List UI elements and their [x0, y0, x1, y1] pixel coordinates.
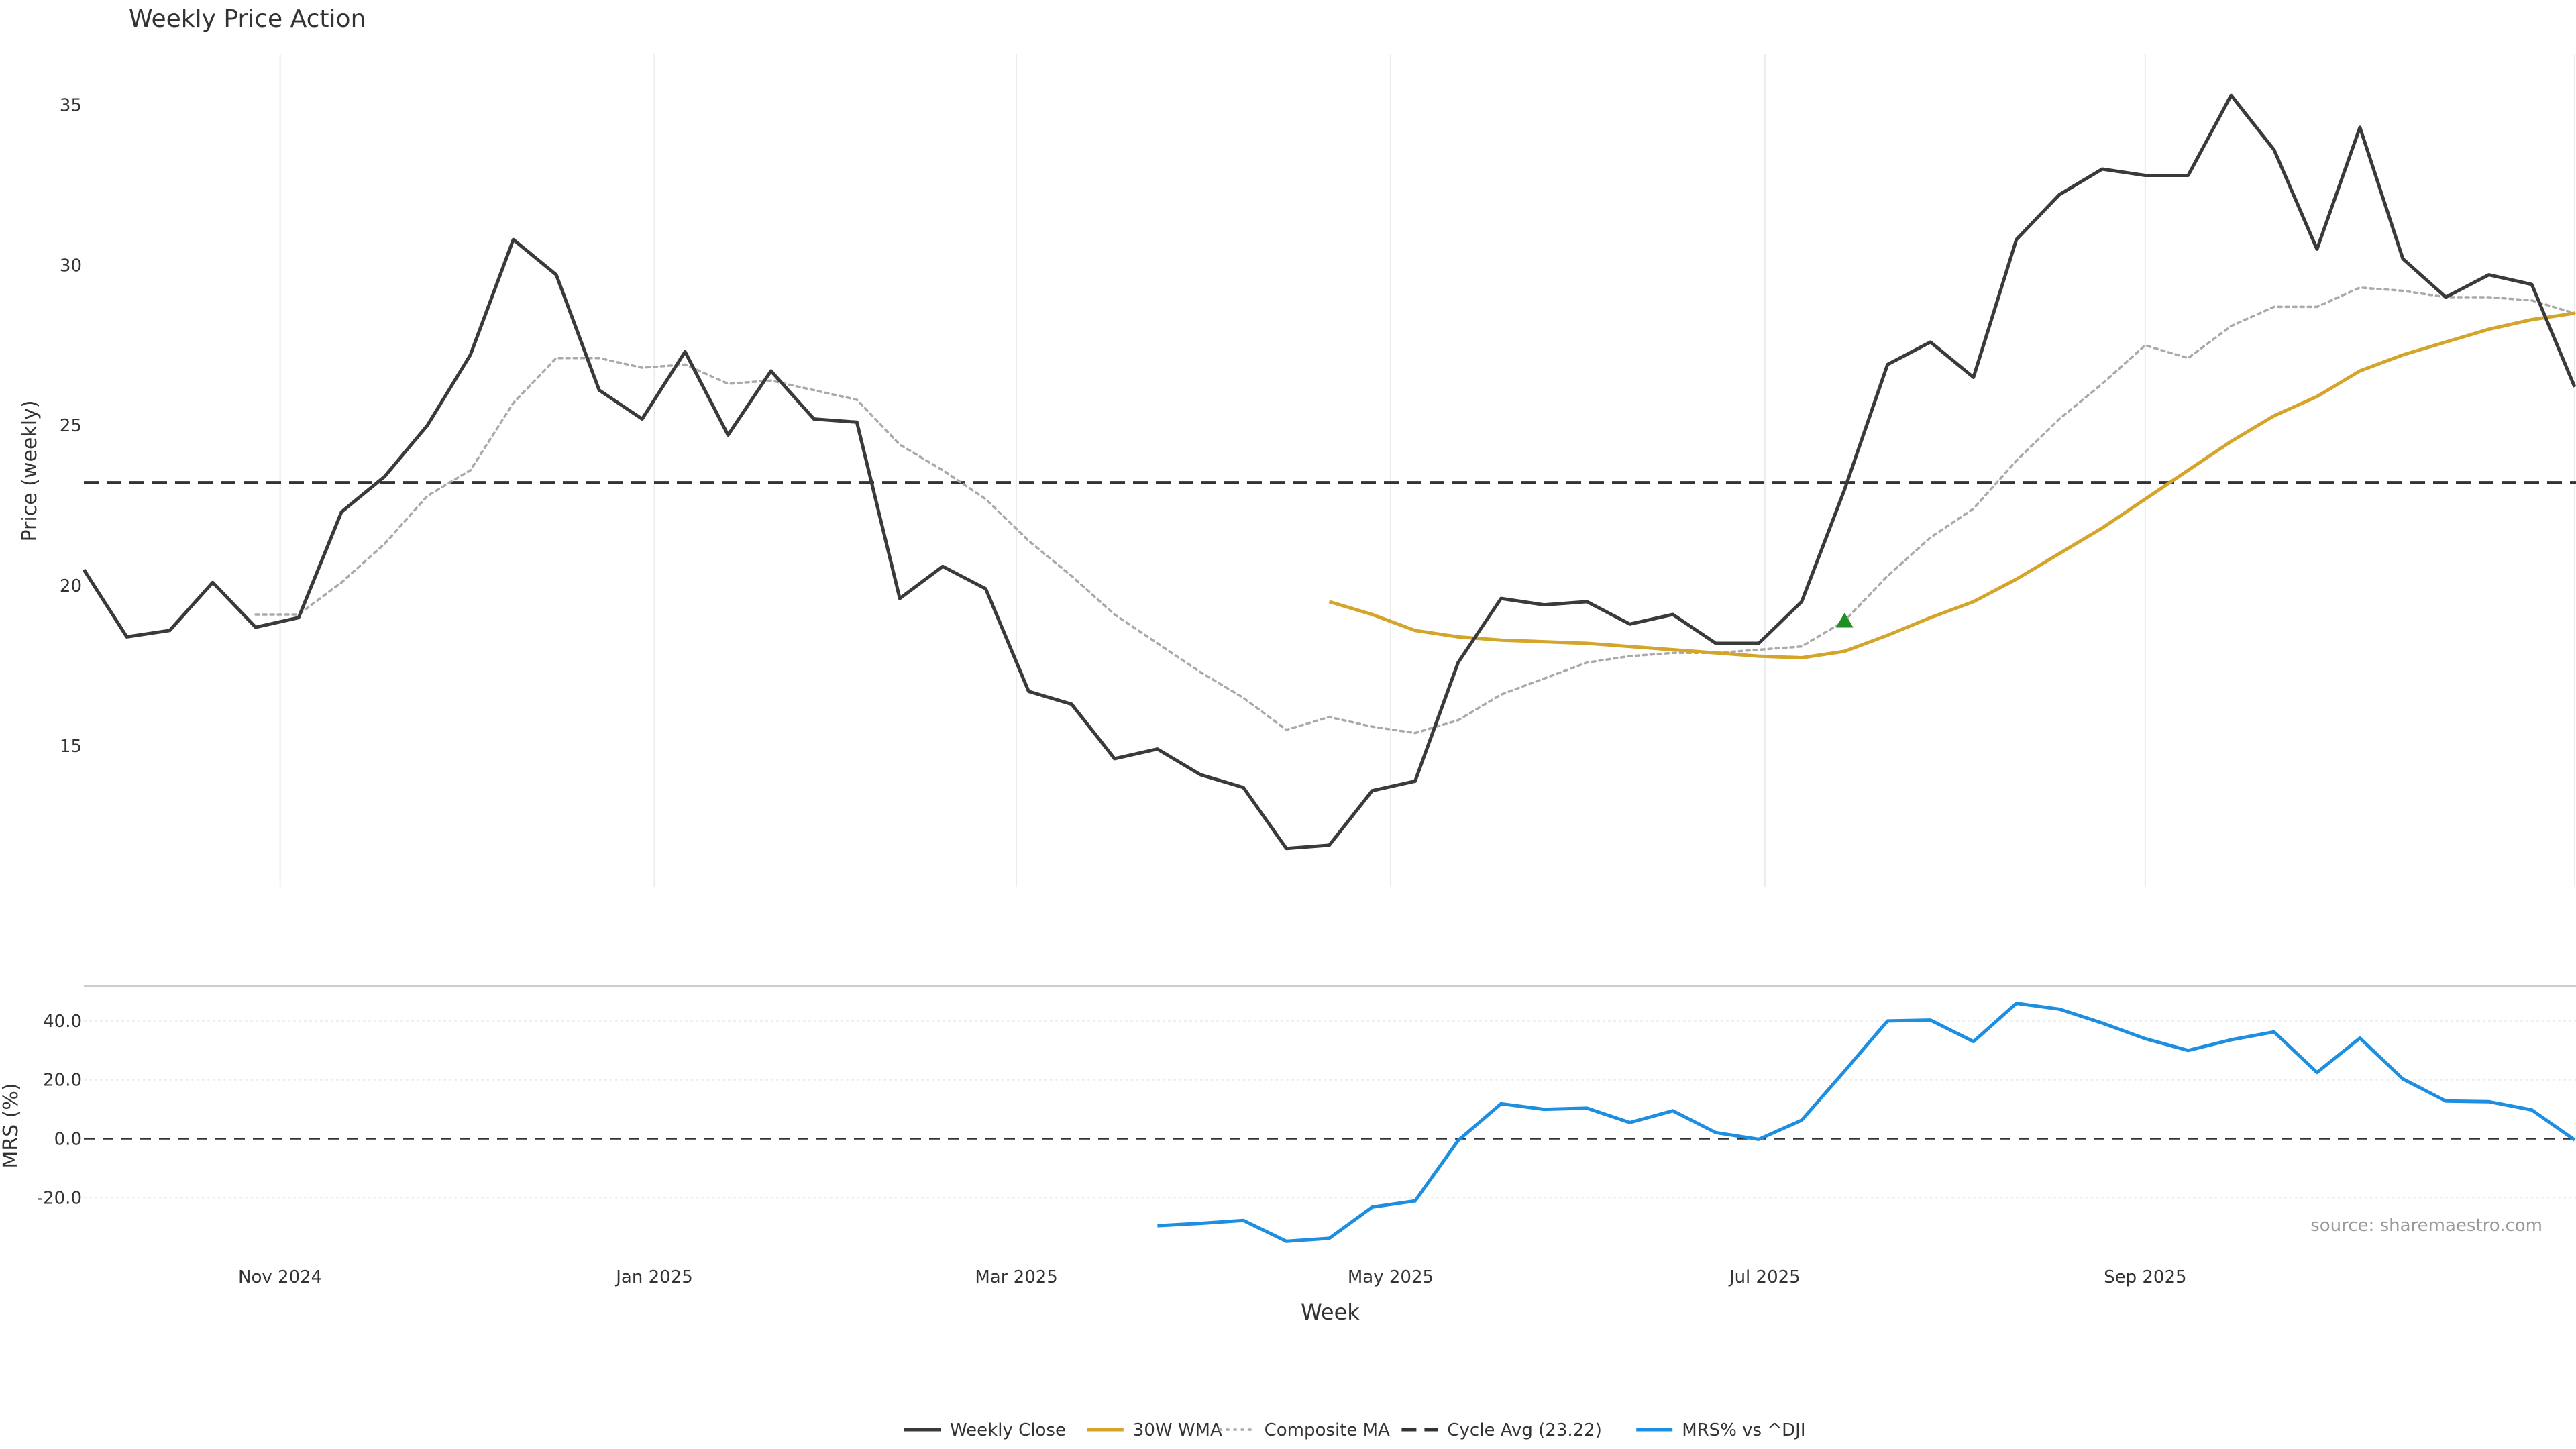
mrs-y-tick-label: 0.0: [54, 1130, 82, 1150]
mrs-line: [1157, 1002, 2576, 1243]
mrs-series: [1157, 1002, 2576, 1243]
legend-item: Composite MA: [1218, 1420, 1390, 1440]
30w-wma-line: [1328, 311, 2575, 659]
price-panel: 15 20 25 30 35 Price (weekly): [18, 54, 2576, 887]
legend-label: Cycle Avg (23.22): [1447, 1420, 1601, 1440]
signal-triangle-icon: [1835, 612, 1854, 628]
chart-title: Weekly Price Action: [129, 5, 366, 33]
legend: Weekly Close 30W WMA Composite MA Cycle Avg…: [904, 1420, 1806, 1440]
legend-item: Cycle Avg (23.22): [1401, 1420, 1602, 1440]
price-y-tick-label: 15: [60, 737, 82, 757]
x-tick-label: Jan 2025: [614, 1267, 693, 1287]
mrs-y-tick-label: 40.0: [43, 1012, 82, 1032]
mrs-panel: 40.0 20.0 0.0 -20.0 MRS (%) source: sharema…: [0, 985, 2576, 1243]
legend-label: Composite MA: [1265, 1420, 1390, 1440]
price-x-grid: [279, 54, 2575, 887]
legend-item: MRS% vs ^DJI: [1636, 1420, 1806, 1440]
x-axis-ticks: Nov 2024 Jan 2025 Mar 2025 May 2025 Jul 2025…: [238, 1267, 2186, 1287]
x-tick-label: Nov 2024: [238, 1267, 322, 1287]
mrs-y-axis-label: MRS (%): [0, 1083, 23, 1168]
price-y-tick-label: 35: [60, 95, 82, 115]
legend-label: MRS% vs ^DJI: [1682, 1420, 1805, 1440]
source-note: source: sharemaestro.com: [2310, 1216, 2542, 1236]
x-axis-label: Week: [1301, 1299, 1360, 1325]
legend-label: 30W WMA: [1133, 1420, 1222, 1440]
legend-item: 30W WMA: [1087, 1420, 1222, 1440]
signal-marker: [1835, 612, 1854, 628]
weekly-close-line: [82, 93, 2576, 851]
mrs-y-tick-label: 20.0: [43, 1071, 82, 1091]
price-y-axis-label: Price (weekly): [18, 400, 42, 541]
mrs-y-tick-label: -20.0: [37, 1188, 82, 1208]
mrs-y-grid: 40.0 20.0 0.0 -20.0: [37, 1012, 2576, 1208]
x-tick-label: Sep 2025: [2104, 1267, 2186, 1287]
price-y-tick-label: 25: [60, 416, 82, 436]
x-tick-label: Mar 2025: [975, 1267, 1058, 1287]
price-y-ticks: 15 20 25 30 35: [60, 95, 82, 756]
x-tick-label: May 2025: [1348, 1267, 1434, 1287]
price-series: [82, 93, 2576, 851]
price-y-tick-label: 20: [60, 576, 82, 596]
x-tick-label: Jul 2025: [1728, 1267, 1801, 1287]
legend-item: Weekly Close: [904, 1420, 1066, 1440]
composite-ma-line: [254, 286, 2576, 735]
legend-label: Weekly Close: [950, 1420, 1066, 1440]
price-y-tick-label: 30: [60, 256, 82, 276]
